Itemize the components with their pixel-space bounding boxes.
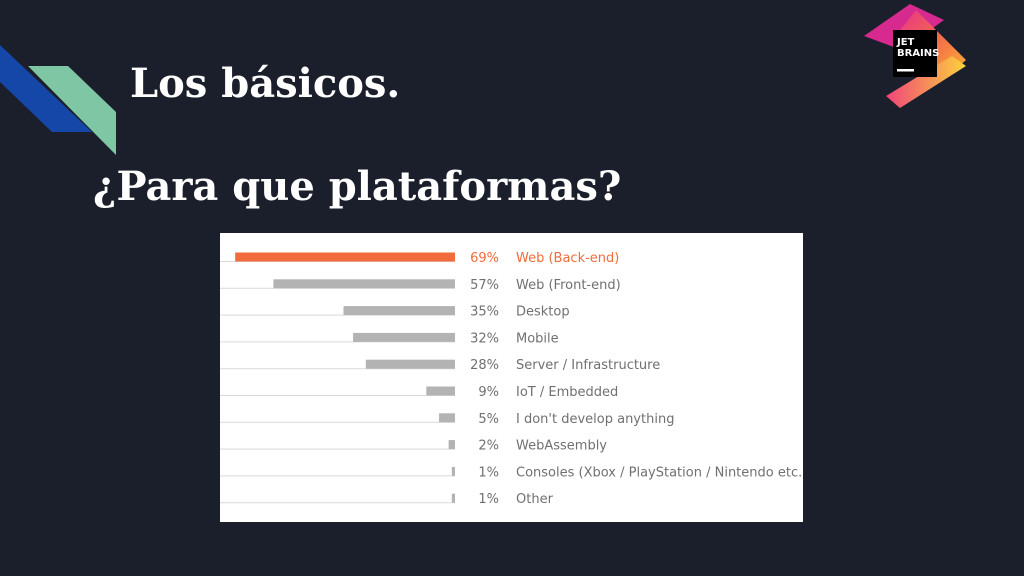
- category-label-1: Web (Front-end): [516, 278, 621, 293]
- category-label-7: WebAssembly: [516, 439, 607, 454]
- platforms-bar-chart: 69% Web (Back-end) 57% Web (Front-end) 35% De…: [220, 251, 803, 507]
- logo-text-line1: JET: [896, 37, 915, 48]
- blue-stripe: [0, 45, 92, 132]
- bar-1: [273, 279, 455, 289]
- category-label-6: I don't develop anything: [516, 412, 674, 427]
- bar-0: [235, 252, 455, 262]
- logo-underline: [897, 69, 914, 72]
- value-label-8: 1%: [478, 465, 499, 480]
- bar-8: [451, 466, 455, 476]
- logo-shape-bottom: [886, 56, 966, 108]
- bar-9: [451, 493, 455, 503]
- bar-4: [365, 359, 455, 369]
- jetbrains-logo-icon: JET BRAINS: [864, 4, 966, 108]
- category-label-5: IoT / Embedded: [516, 385, 618, 400]
- bar-6: [439, 413, 455, 423]
- value-label-6: 5%: [478, 412, 499, 427]
- logo-text-line2: BRAINS: [897, 48, 939, 59]
- category-label-9: Other: [516, 492, 554, 507]
- category-label-4: Server / Infrastructure: [516, 358, 660, 373]
- bar-2: [343, 306, 455, 316]
- green-stripe: [28, 66, 116, 155]
- value-label-9: 1%: [478, 492, 499, 507]
- value-label-1: 57%: [470, 278, 499, 293]
- slide-title: Los básicos.: [130, 60, 401, 107]
- bar-7: [448, 440, 455, 450]
- corner-stripes-decoration: [0, 45, 116, 155]
- value-label-0: 69%: [470, 251, 499, 266]
- bar-5: [426, 386, 455, 396]
- slide-subtitle: ¿Para que plataformas?: [93, 163, 622, 210]
- category-label-3: Mobile: [516, 331, 559, 346]
- category-label-0: Web (Back-end): [516, 251, 619, 266]
- value-label-7: 2%: [478, 439, 499, 454]
- value-label-3: 32%: [470, 331, 499, 346]
- value-label-4: 28%: [470, 358, 499, 373]
- chart-card: 69% Web (Back-end) 57% Web (Front-end) 35% De…: [220, 233, 803, 522]
- category-label-2: Desktop: [516, 305, 570, 320]
- bar-3: [353, 332, 455, 342]
- value-label-2: 35%: [470, 305, 499, 320]
- value-label-5: 9%: [478, 385, 499, 400]
- category-label-8: Consoles (Xbox / PlayStation / Nintendo …: [516, 465, 803, 480]
